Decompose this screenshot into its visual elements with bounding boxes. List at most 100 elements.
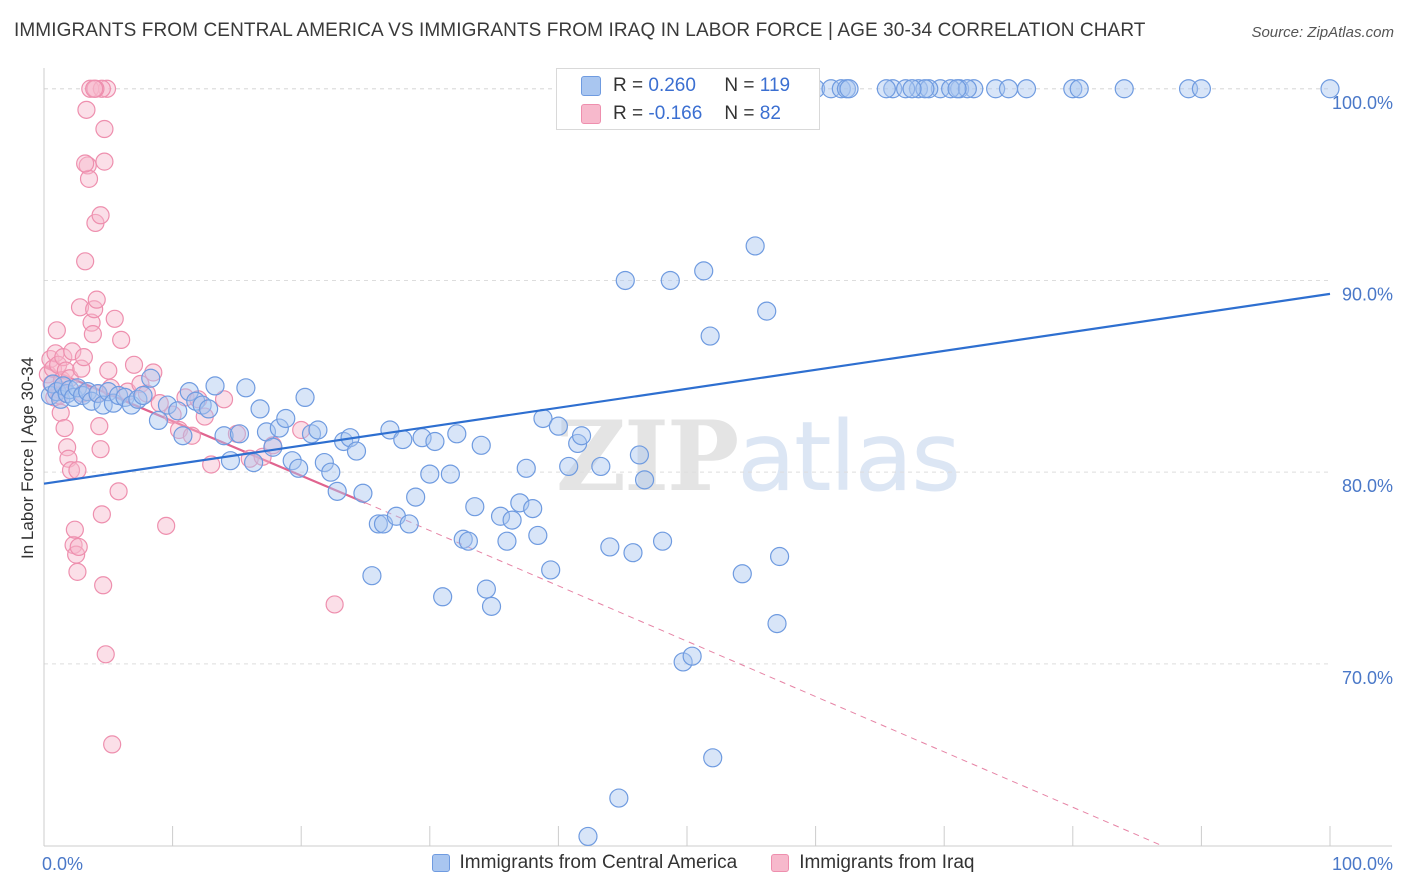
point-central-america-24 (168, 401, 188, 421)
point-central-america-38 (263, 437, 283, 457)
point-central-america-42 (289, 458, 309, 478)
point-central-america-66 (447, 424, 467, 444)
point-central-america-48 (327, 481, 347, 501)
point-iraq-25 (72, 359, 91, 378)
point-central-america-88 (600, 537, 620, 557)
y-tick-label-80: 80.0% (1342, 476, 1393, 496)
point-central-america-82 (548, 416, 569, 436)
point-central-america-79 (528, 525, 548, 546)
stats-r-label-pink: R = (613, 103, 644, 124)
point-central-america-59 (399, 514, 419, 534)
point-central-america-46 (314, 452, 334, 473)
legend: Immigrants from Central America Immigran… (0, 852, 1406, 874)
point-iraq-23 (69, 537, 88, 557)
point-central-america-131 (998, 79, 1019, 99)
stats-n-value-pink: 82 (759, 103, 781, 124)
point-iraq-52 (124, 355, 144, 374)
point-central-america-94 (652, 531, 673, 551)
point-central-america-97 (682, 646, 702, 666)
point-iraq-41 (92, 505, 111, 524)
point-iraq-40 (91, 440, 110, 459)
legend-label-iraq: Immigrants from Iraq (799, 852, 975, 873)
point-iraq-77 (91, 206, 110, 225)
point-central-america-85 (571, 426, 592, 446)
point-central-america-100 (703, 748, 723, 768)
point-central-america-109 (831, 79, 851, 99)
point-central-america-104 (769, 546, 790, 567)
point-iraq-12 (55, 418, 74, 438)
point-iraq-42 (94, 576, 113, 595)
point-central-america-22 (148, 410, 169, 431)
points-iraq (38, 79, 344, 754)
point-central-america-114 (964, 79, 984, 99)
stats-swatch-blue (581, 76, 601, 96)
point-central-america-29 (199, 399, 219, 419)
point-central-america-65 (440, 464, 460, 484)
stats-swatch-pink (581, 104, 601, 124)
point-central-america-51 (346, 441, 367, 461)
point-central-america-101 (732, 564, 752, 584)
trend-line-iraq-solid (43, 365, 366, 504)
point-central-america-128 (947, 79, 967, 99)
point-central-america-68 (458, 531, 478, 551)
point-iraq-14 (58, 438, 77, 457)
legend-item-iraq[interactable]: Immigrants from Iraq (771, 852, 974, 874)
point-central-america-63 (425, 431, 445, 452)
point-central-america-132 (1069, 79, 1089, 99)
stats-row-central-america: R = 0.260 N = 119 (581, 72, 790, 100)
stats-r-value-pink: -0.166 (648, 103, 703, 124)
point-central-america-58 (393, 429, 413, 450)
point-central-america-124 (957, 79, 977, 99)
point-central-america-129 (1191, 79, 1212, 99)
point-central-america-103 (757, 301, 777, 321)
point-iraq-79 (68, 461, 87, 480)
point-central-america-75 (502, 510, 522, 530)
point-iraq-28 (76, 252, 95, 271)
point-central-america-52 (353, 483, 373, 503)
point-central-america-11 (81, 391, 102, 411)
point-central-america-118 (1320, 79, 1340, 99)
point-central-america-33 (229, 424, 250, 444)
chart-title: IMMIGRANTS FROM CENTRAL AMERICA VS IMMIG… (14, 20, 1146, 41)
point-central-america-53 (362, 566, 382, 586)
gridlines (44, 88, 1330, 665)
stats-n-label-pink: N = (724, 103, 755, 124)
point-central-america-91 (623, 543, 643, 563)
point-central-america-20 (133, 385, 153, 406)
points-central-america (40, 79, 1340, 847)
watermark-atlas: atlas (737, 401, 961, 513)
stats-row-iraq: R = -0.166 N = 82 (581, 100, 781, 128)
point-central-america-26 (179, 382, 199, 402)
point-iraq-33 (82, 313, 101, 332)
point-iraq-55 (144, 363, 163, 382)
y-tick-label-90: 90.0% (1342, 284, 1393, 304)
legend-swatch-pink (771, 854, 790, 872)
point-central-america-87 (591, 456, 611, 477)
legend-item-central-america[interactable]: Immigrants from Central America (431, 852, 737, 874)
stats-r-label-blue: R = (613, 75, 644, 96)
point-central-america-98 (694, 261, 714, 281)
tick-labels: 70.0% 80.0% 90.0% 100.0% 0.0% 100.0% (42, 93, 1393, 874)
y-tick-label-70: 70.0% (1342, 668, 1393, 688)
point-iraq-71 (325, 595, 344, 614)
point-central-america-126 (876, 79, 896, 99)
watermark-zip: ZIP (556, 400, 739, 513)
point-central-america-41 (282, 451, 302, 471)
x-tick-label-0: 0.0% (42, 854, 83, 874)
point-central-america-77 (516, 458, 536, 478)
point-central-america-45 (308, 420, 328, 440)
point-central-america-35 (244, 452, 264, 473)
point-central-america-21 (141, 368, 161, 388)
point-central-america-133 (1016, 79, 1037, 99)
point-iraq-78 (76, 154, 95, 173)
x-tick-label-100: 100.0% (1332, 854, 1393, 874)
point-iraq-20 (65, 520, 84, 539)
source-label: Source: ZipAtlas.com (1251, 24, 1394, 41)
point-iraq-29 (77, 100, 96, 119)
stats-n-value-blue: 119 (759, 75, 791, 96)
point-central-america-19 (128, 389, 148, 409)
point-central-america-14 (98, 382, 118, 402)
point-iraq-73 (92, 79, 111, 98)
point-iraq-37 (87, 290, 106, 309)
